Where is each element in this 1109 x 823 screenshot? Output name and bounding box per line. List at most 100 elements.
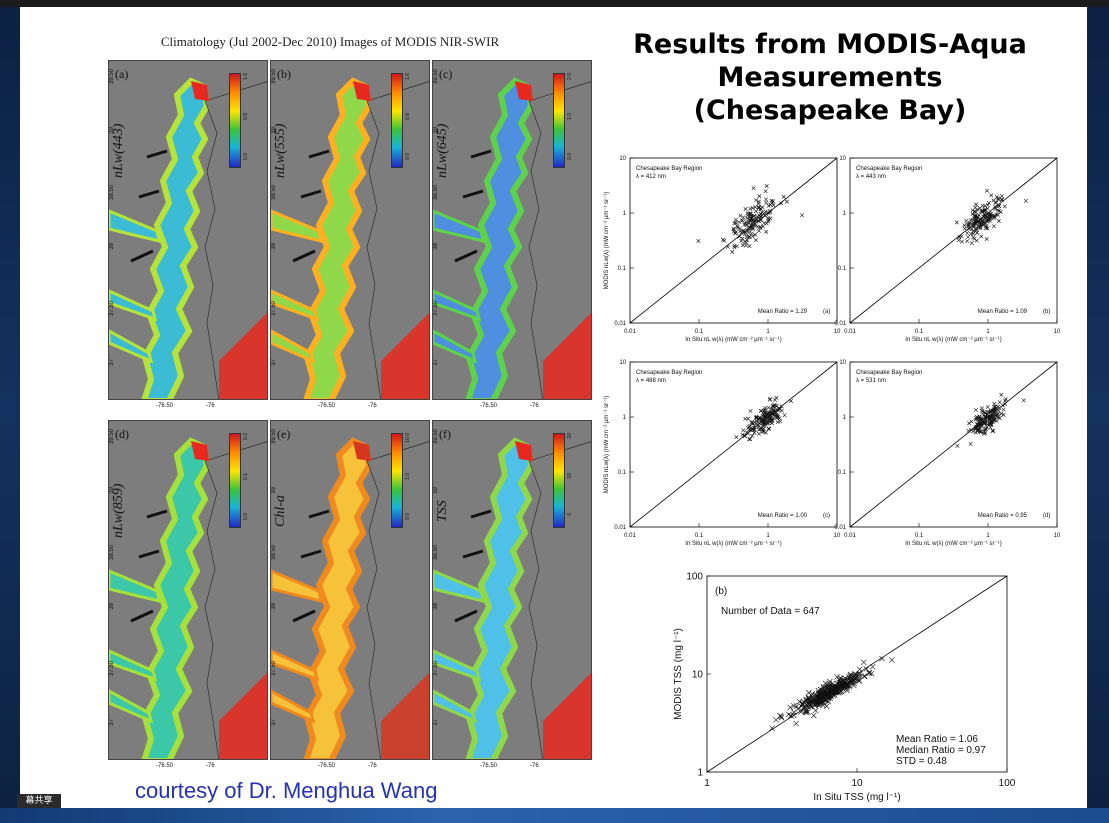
data-point bbox=[999, 197, 1004, 202]
panel-label: (c) bbox=[823, 513, 830, 519]
data-point bbox=[990, 428, 995, 433]
upper-bay-hotspot bbox=[191, 81, 209, 101]
river-rappahannock bbox=[433, 289, 482, 322]
longitude-tick: -76 bbox=[368, 403, 377, 409]
upper-bay-hotspot bbox=[515, 441, 533, 461]
data-point bbox=[965, 239, 970, 244]
data-point bbox=[818, 690, 825, 697]
data-point bbox=[979, 234, 984, 239]
data-point bbox=[986, 217, 991, 222]
data-point bbox=[774, 414, 779, 419]
latitude-tick: 39 bbox=[109, 487, 115, 494]
data-point bbox=[999, 193, 1004, 198]
panel-label: (b) bbox=[1043, 309, 1050, 315]
river-york bbox=[433, 689, 478, 724]
data-point bbox=[855, 677, 862, 684]
data-point bbox=[725, 244, 730, 249]
data-point bbox=[752, 427, 757, 432]
data-point bbox=[748, 206, 753, 211]
x-tick-label: 10 bbox=[1054, 533, 1061, 539]
data-point bbox=[971, 231, 976, 236]
data-point bbox=[964, 218, 969, 223]
data-point bbox=[771, 404, 776, 409]
data-point bbox=[763, 189, 768, 194]
data-point bbox=[988, 409, 993, 414]
data-point bbox=[745, 238, 750, 243]
data-point bbox=[966, 234, 971, 239]
data-point bbox=[746, 235, 751, 240]
data-point bbox=[974, 221, 979, 226]
data-point bbox=[829, 690, 836, 697]
data-point bbox=[758, 225, 763, 230]
bay-water bbox=[303, 77, 373, 399]
y-tick-label: 0.01 bbox=[614, 321, 626, 327]
data-point bbox=[740, 243, 745, 248]
data-point bbox=[770, 408, 775, 413]
data-point bbox=[968, 441, 973, 446]
plot-svg: 0.01 0.1 1 10 0.01 0.1 1 10 Chesapeake Bay Regio… bbox=[604, 156, 841, 343]
data-point bbox=[988, 421, 993, 426]
title-line-2: Measurements bbox=[717, 62, 943, 93]
latitude-tick: 38.50 bbox=[271, 545, 277, 561]
data-point bbox=[748, 408, 753, 414]
data-point bbox=[970, 208, 975, 213]
data-point bbox=[984, 236, 989, 241]
colorbar-tick: 1.6 bbox=[243, 73, 249, 80]
data-point bbox=[764, 200, 769, 205]
data-point bbox=[969, 427, 974, 432]
data-point bbox=[981, 214, 986, 219]
data-point bbox=[743, 207, 748, 212]
data-point bbox=[852, 674, 859, 680]
y-axis-label: MODIS nLw(λ) (mW cm⁻² µm⁻¹ sr⁻¹) bbox=[604, 192, 610, 290]
data-point bbox=[979, 406, 984, 411]
data-point bbox=[977, 421, 982, 426]
data-point bbox=[975, 428, 980, 433]
data-point bbox=[992, 213, 997, 218]
data-point bbox=[863, 666, 870, 672]
background-left bbox=[0, 7, 20, 808]
x-axis-label: In Situ nL w(λ) (mW cm⁻² µm⁻¹ sr⁻¹) bbox=[905, 541, 1001, 547]
data-point bbox=[807, 703, 814, 710]
data-point bbox=[770, 411, 775, 416]
data-point bbox=[959, 239, 965, 244]
data-point bbox=[734, 435, 739, 440]
data-point bbox=[742, 239, 747, 244]
latitude-tick: 37 bbox=[433, 719, 439, 726]
colorbar bbox=[229, 433, 241, 528]
data-point bbox=[862, 673, 868, 680]
data-point bbox=[747, 424, 752, 429]
data-point bbox=[781, 194, 786, 199]
data-point bbox=[869, 663, 876, 670]
data-point bbox=[734, 244, 739, 249]
data-point bbox=[827, 693, 834, 699]
bay-water bbox=[303, 437, 373, 759]
data-point bbox=[762, 213, 767, 218]
shoreline-marks bbox=[454, 149, 492, 263]
latitude-tick: 37.50 bbox=[271, 301, 277, 317]
x-tick-label: 100 bbox=[999, 778, 1016, 789]
data-point bbox=[966, 224, 971, 229]
x-tick-label: 1 bbox=[986, 533, 990, 539]
data-point bbox=[998, 210, 1003, 215]
data-point bbox=[999, 392, 1004, 397]
latitude-tick: 38 bbox=[433, 243, 439, 250]
river-york bbox=[109, 329, 154, 364]
map-panel-4: (d) nLw(859) 0.0 0.1 0.2 39.50 39 38.50 38 37.50 3… bbox=[108, 420, 268, 760]
data-point bbox=[1000, 403, 1005, 408]
y-tick-label: 1 bbox=[843, 415, 847, 421]
y-tick-label: 0.01 bbox=[834, 525, 846, 531]
y-tick-label: 0.01 bbox=[614, 525, 626, 531]
data-point bbox=[754, 217, 759, 222]
x-tick-label: 1 bbox=[766, 533, 770, 539]
data-point bbox=[976, 416, 981, 421]
data-point bbox=[760, 429, 765, 434]
data-point bbox=[987, 213, 992, 218]
data-point bbox=[764, 184, 769, 189]
data-point bbox=[973, 407, 978, 413]
colorbar bbox=[229, 73, 241, 168]
latitude-tick: 39 bbox=[433, 487, 439, 494]
colorbar-tick: 0.0 bbox=[405, 153, 411, 160]
data-point bbox=[988, 425, 993, 430]
data-point bbox=[819, 692, 826, 699]
data-point bbox=[758, 416, 763, 421]
